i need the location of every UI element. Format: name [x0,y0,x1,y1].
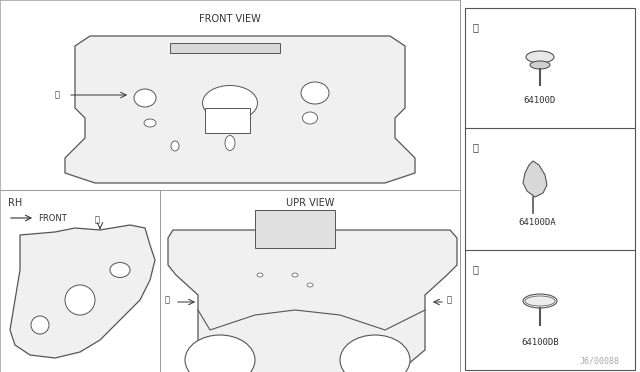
Ellipse shape [171,141,179,151]
Ellipse shape [202,86,257,121]
Ellipse shape [530,61,550,69]
Polygon shape [65,36,415,183]
Text: FRONT VIEW: FRONT VIEW [199,14,261,24]
Bar [255,210,335,248]
Text: Ⓒ: Ⓒ [95,215,100,224]
Ellipse shape [292,273,298,277]
Ellipse shape [110,263,130,278]
Text: Ⓑ: Ⓑ [447,295,452,305]
Polygon shape [523,161,547,197]
Ellipse shape [65,285,95,315]
Polygon shape [10,225,155,358]
Text: 64100D: 64100D [524,96,556,105]
Polygon shape [168,230,457,372]
Text: Ⓑ: Ⓑ [473,142,479,152]
Text: Ⓐ: Ⓐ [473,22,479,32]
Ellipse shape [340,335,410,372]
Ellipse shape [303,112,317,124]
Ellipse shape [301,82,329,104]
Text: Ⓐ: Ⓐ [55,90,60,99]
Ellipse shape [225,135,235,151]
Bar [170,43,280,53]
Ellipse shape [257,273,263,277]
Ellipse shape [144,119,156,127]
Ellipse shape [307,283,313,287]
Ellipse shape [523,294,557,308]
Text: 64100DB: 64100DB [521,338,559,347]
Ellipse shape [185,335,255,372]
Text: RH: RH [8,198,22,208]
Bar [465,8,635,370]
Text: UPR VIEW: UPR VIEW [286,198,334,208]
Text: J6/00088: J6/00088 [580,356,620,365]
Bar [205,108,250,133]
Text: Ⓑ: Ⓑ [165,295,170,305]
Ellipse shape [526,51,554,63]
Ellipse shape [134,89,156,107]
Ellipse shape [31,316,49,334]
Text: 64100DA: 64100DA [518,218,556,227]
Text: Ⓒ: Ⓒ [473,264,479,274]
Text: FRONT: FRONT [38,214,67,222]
